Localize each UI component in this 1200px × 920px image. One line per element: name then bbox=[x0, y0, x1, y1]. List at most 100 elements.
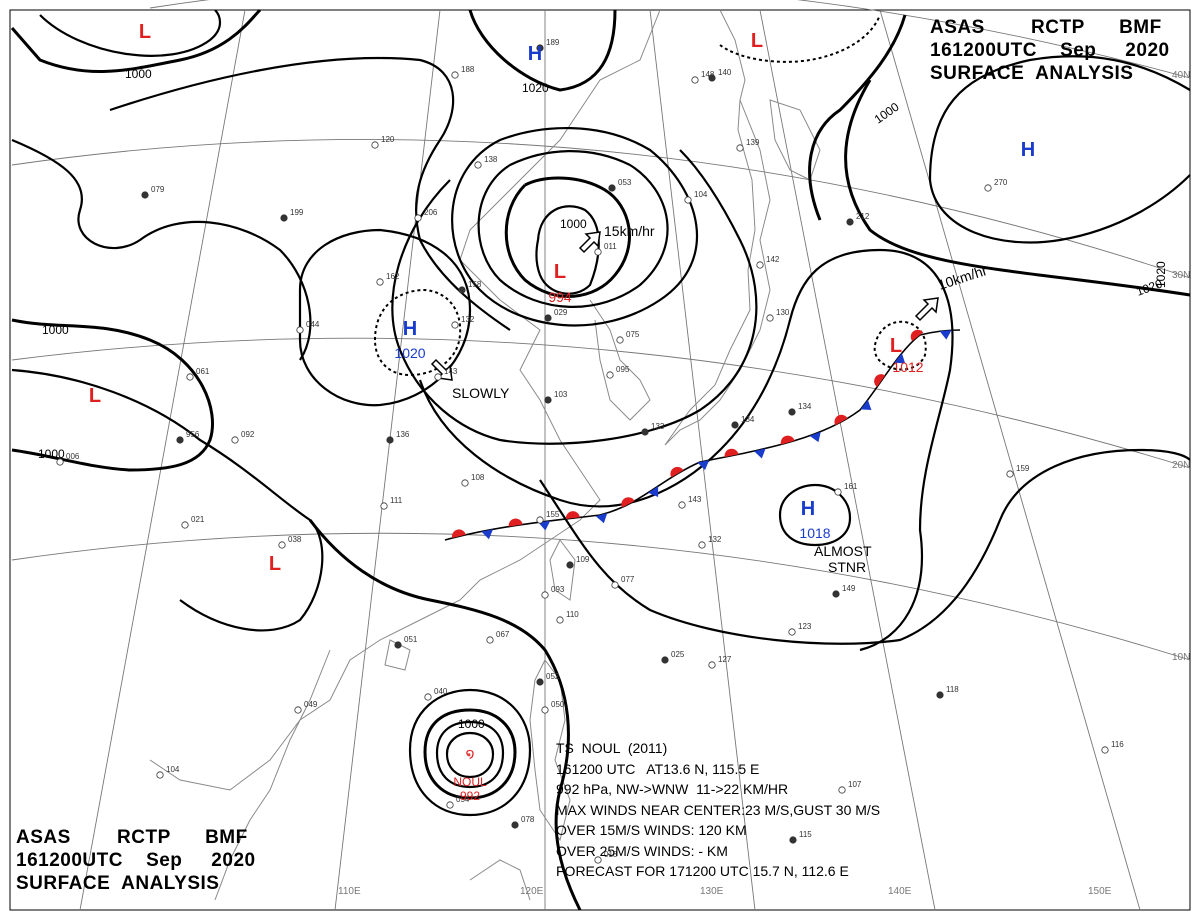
station-pressure: 040 bbox=[434, 687, 448, 696]
station-pressure: 115 bbox=[799, 830, 812, 839]
station-plot: 143 bbox=[678, 495, 702, 509]
station-plot: 134 bbox=[788, 402, 812, 416]
header-line-agency: ASAS RCTP BMF bbox=[930, 17, 1162, 38]
station-pressure: 044 bbox=[306, 320, 320, 329]
isobar-low-outer-2 bbox=[477, 150, 669, 308]
cold-front-symbol bbox=[648, 486, 659, 497]
cold-front-symbol bbox=[753, 448, 766, 459]
dashed-isobars bbox=[373, 14, 927, 377]
station-plot: 051 bbox=[394, 635, 418, 649]
station-pressure: 079 bbox=[151, 185, 165, 194]
station-pressure: 118 bbox=[946, 685, 959, 694]
isobar-label: 1000 bbox=[38, 447, 65, 461]
station-pressure: 104 bbox=[166, 765, 180, 774]
station-plot: 199 bbox=[280, 208, 304, 222]
station-plot: 053 bbox=[608, 178, 632, 192]
lat-line-30n bbox=[11, 139, 1191, 279]
high-pressure-center: H bbox=[801, 498, 815, 520]
storm-info-line: OVER 15M/S WINDS: 120 KM bbox=[556, 822, 747, 838]
station-pressure: 061 bbox=[196, 367, 210, 376]
isobar-typhoon-1000 bbox=[423, 708, 517, 800]
high-pressure-center: H bbox=[528, 43, 542, 65]
station-plot: 078 bbox=[511, 815, 535, 829]
isobar-1000-west bbox=[11, 318, 214, 472]
motion-label-stnr: STNR bbox=[828, 559, 866, 575]
station-pressure: 054 bbox=[456, 795, 470, 804]
station-plot: 092 bbox=[231, 430, 255, 444]
station-pressure: 199 bbox=[290, 208, 304, 217]
station-plot: 040 bbox=[424, 687, 448, 701]
graticule bbox=[11, 0, 1191, 911]
station-plot: 052 bbox=[536, 672, 560, 686]
storm-info-box: TS NOUL (2011) 161200 UTC AT13.6 N, 115.… bbox=[556, 738, 880, 882]
station-pressure: 132 bbox=[461, 315, 475, 324]
isobar-1000-nw bbox=[10, 8, 262, 73]
grid-labels: 40N 30N 20N 10N 110E 120E 130E 140E 150E bbox=[338, 70, 1190, 897]
station-pressure: 206 bbox=[424, 208, 438, 217]
station-pressure: 049 bbox=[304, 700, 318, 709]
station-plot: 212 bbox=[846, 212, 870, 226]
lon-line-110e bbox=[334, 9, 441, 911]
isobar-mid-west bbox=[11, 368, 324, 632]
low-pressure-center: L bbox=[554, 261, 566, 283]
station-plot: 067 bbox=[486, 630, 510, 644]
isobar-nw-wide bbox=[11, 138, 312, 361]
station-pressure: 140 bbox=[718, 68, 732, 77]
station-pressure: 051 bbox=[404, 635, 418, 644]
isobar-low-1000 bbox=[504, 176, 631, 298]
station-plot: 140 bbox=[708, 68, 732, 82]
header-line-agency: ASAS RCTP BMF bbox=[16, 827, 248, 848]
header-line-title: SURFACE ANALYSIS bbox=[16, 873, 220, 894]
isobar-low-inner bbox=[535, 205, 600, 295]
station-plot: 189 bbox=[536, 38, 560, 52]
station-plot: 206 bbox=[414, 208, 438, 222]
coast-japan bbox=[664, 99, 771, 446]
station-plot: 049 bbox=[294, 700, 318, 714]
station-pressure: 134 bbox=[741, 415, 755, 424]
cold-front-symbol bbox=[809, 431, 821, 443]
lat-label: 20N bbox=[1172, 460, 1190, 471]
station-plot: 054 bbox=[446, 795, 470, 809]
header-line-time: 161200UTC Sep 2020 bbox=[16, 850, 256, 871]
isobar-1020-ne-w bbox=[808, 14, 907, 221]
station-pressure: 038 bbox=[288, 535, 302, 544]
station-plot: 021 bbox=[181, 515, 205, 529]
storm-info-line: 992 hPa, NW->WNW 11->22 KM/HR bbox=[556, 781, 789, 797]
isobars bbox=[10, 8, 1191, 911]
station-plot: 075 bbox=[616, 330, 640, 344]
isobar-1020-north bbox=[468, 9, 617, 92]
lon-line-100e bbox=[79, 9, 246, 911]
station-pressure: 127 bbox=[718, 655, 732, 664]
station-plot: 109 bbox=[566, 555, 590, 569]
isobar-label: 1000 bbox=[458, 717, 485, 731]
isobar-typhoon-inner-2 bbox=[445, 731, 495, 779]
map-border bbox=[9, 9, 1191, 911]
warm-front-symbol bbox=[565, 511, 580, 519]
station-plot: 133 bbox=[641, 422, 665, 436]
station-pressure: 108 bbox=[471, 473, 485, 482]
station-plot: 142 bbox=[756, 255, 780, 269]
station-plot: 044 bbox=[296, 320, 320, 334]
motion-label-almost: ALMOST bbox=[814, 543, 872, 559]
station-pressure: 029 bbox=[554, 308, 568, 317]
station-pressure: 956 bbox=[186, 430, 200, 439]
center-pressure-value: 1020 bbox=[394, 345, 425, 361]
station-plot: 159 bbox=[1006, 464, 1030, 478]
low-pressure-center: L bbox=[139, 21, 151, 43]
station-plot: 132 bbox=[698, 535, 722, 549]
station-pressure: 120 bbox=[381, 135, 395, 144]
station-pressure: 092 bbox=[241, 430, 255, 439]
station-plot: 136 bbox=[386, 430, 410, 444]
motion-speed-label: 15km/hr bbox=[604, 223, 655, 239]
high-pressure-center: H bbox=[1021, 139, 1035, 161]
station-pressure: 052 bbox=[546, 672, 560, 681]
station-plot: 270 bbox=[984, 178, 1008, 192]
lat-label: 40N bbox=[1172, 70, 1190, 81]
motion-label-slowly: SLOWLY bbox=[452, 385, 510, 401]
station-plot: 149 bbox=[832, 584, 856, 598]
station-plot: 148 bbox=[691, 70, 715, 84]
station-plot: 104 bbox=[684, 190, 708, 204]
cold-front-symbol bbox=[860, 399, 872, 411]
lon-line-150e bbox=[879, 9, 1141, 911]
station-pressure: 025 bbox=[671, 650, 685, 659]
